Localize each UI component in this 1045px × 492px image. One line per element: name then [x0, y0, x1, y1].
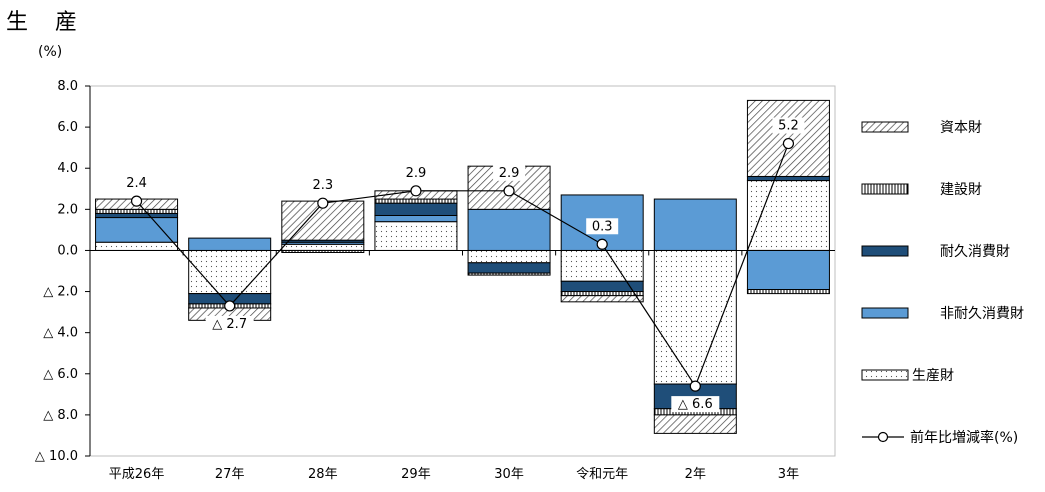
- bar-producer-5: [560, 249, 644, 282]
- data-label-4: 2.9: [499, 166, 520, 181]
- y-tick-label: 0.0: [57, 243, 78, 258]
- line-marker-1: [224, 300, 236, 312]
- x-category-label: 令和元年: [576, 467, 628, 482]
- bar-nondurable-6: [653, 198, 737, 251]
- bar-producer-2: [281, 243, 365, 251]
- x-category-label: 28年: [308, 467, 338, 482]
- x-category-label: 29年: [401, 467, 431, 482]
- legend-label-capital: 資本財: [940, 120, 982, 136]
- line-marker-0: [130, 195, 143, 207]
- bar-durable-7: [746, 175, 830, 182]
- y-tick-label: 6.0: [57, 120, 78, 135]
- bar-construction-5: [560, 291, 644, 297]
- data-label-bg: [306, 177, 339, 194]
- legend-swatch-durable: [861, 245, 909, 257]
- x-category-label: 2年: [685, 467, 706, 482]
- y-tick-label: △ 6.0: [43, 367, 78, 382]
- bar-construction-7: [746, 289, 830, 295]
- data-label-1: △ 2.7: [212, 317, 247, 332]
- y-tick-label: 2.0: [57, 202, 78, 217]
- legend-label-construction: 建設財: [940, 182, 982, 198]
- x-category-label: 27年: [215, 467, 245, 482]
- data-label-bg: [120, 175, 153, 192]
- bar-construction-3: [374, 198, 458, 204]
- growth-rate-line: [136, 143, 789, 388]
- bar-durable-3: [374, 202, 458, 217]
- y-tick-label: 8.0: [57, 79, 78, 94]
- data-label-5: 0.3: [592, 219, 613, 234]
- data-label-0: 2.4: [126, 176, 147, 191]
- bar-nondurable-4: [467, 208, 551, 251]
- legend-swatch-producer: [861, 369, 909, 381]
- y-tick-label: △ 2.0: [43, 285, 78, 300]
- bar-construction-4: [467, 272, 551, 276]
- line-marker-3: [410, 185, 422, 197]
- legend-swatch-construction: [861, 183, 909, 195]
- line-marker-6: [689, 380, 701, 392]
- bar-producer-7: [746, 180, 830, 251]
- bar-nondurable-0: [95, 217, 179, 243]
- x-category-label: 3年: [778, 467, 799, 482]
- legend-label-producer: 生産財: [912, 368, 954, 384]
- line-marker-7: [782, 137, 795, 150]
- bar-construction-0: [95, 208, 179, 214]
- line-marker-2: [317, 197, 329, 209]
- x-category-label: 30年: [494, 467, 524, 482]
- bar-durable-0: [95, 212, 179, 219]
- data-label-bg: [772, 117, 805, 134]
- data-label-bg: [205, 315, 254, 332]
- bar-capital-6: [653, 414, 737, 434]
- bar-producer-1: [188, 249, 272, 295]
- data-label-7: 5.2: [778, 119, 799, 134]
- bar-durable-4: [467, 262, 551, 274]
- y-tick-label: 4.0: [57, 161, 78, 176]
- bar-capital-5: [560, 295, 644, 303]
- data-label-bg: [586, 218, 619, 235]
- bar-producer-3: [374, 221, 458, 251]
- legend-swatch-capital: [861, 121, 909, 133]
- line-marker-4: [503, 185, 515, 197]
- x-category-label: 平成26年: [109, 467, 165, 482]
- legend-label-durable: 耐久消費財: [940, 244, 1010, 260]
- bar-nondurable-7: [746, 249, 830, 290]
- y-tick-label: △ 4.0: [43, 326, 78, 341]
- data-label-3: 2.9: [406, 166, 427, 181]
- y-tick-label: △ 8.0: [43, 408, 78, 423]
- data-label-bg: [671, 396, 720, 413]
- bar-nondurable-3: [374, 215, 458, 223]
- data-label-bg: [493, 164, 526, 181]
- line-marker-5: [596, 238, 608, 250]
- legend-label-nondurable: 非耐久消費財: [940, 306, 1024, 322]
- page-title: 生 産: [6, 10, 87, 35]
- legend-line-marker: [877, 431, 889, 443]
- data-label-bg: [399, 164, 432, 181]
- bar-producer-4: [467, 249, 551, 264]
- data-label-2: 2.3: [312, 178, 333, 193]
- data-label-6: △ 6.6: [678, 397, 713, 412]
- bar-producer-6: [653, 249, 737, 385]
- legend-swatch-nondurable: [861, 307, 909, 319]
- bar-producer-0: [95, 241, 179, 251]
- y-tick-label: △ 10.0: [35, 449, 78, 464]
- legend-label-line: 前年比増減率(%): [910, 429, 1018, 446]
- y-axis-unit-label: (%): [38, 44, 63, 60]
- bar-nondurable-1: [188, 237, 272, 251]
- bar-durable-5: [560, 280, 644, 293]
